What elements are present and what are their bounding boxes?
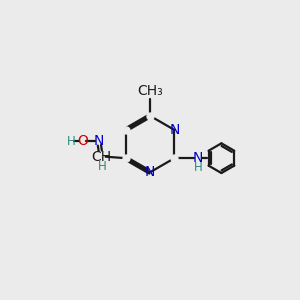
- Text: O: O: [77, 134, 88, 148]
- Text: N: N: [94, 134, 104, 148]
- Text: CH: CH: [91, 150, 111, 164]
- Text: H: H: [98, 160, 107, 173]
- Text: H: H: [67, 135, 76, 148]
- Text: N: N: [145, 165, 155, 179]
- Text: N: N: [169, 123, 180, 137]
- Text: H: H: [194, 160, 203, 174]
- Text: CH₃: CH₃: [137, 84, 163, 98]
- Text: N: N: [193, 151, 203, 165]
